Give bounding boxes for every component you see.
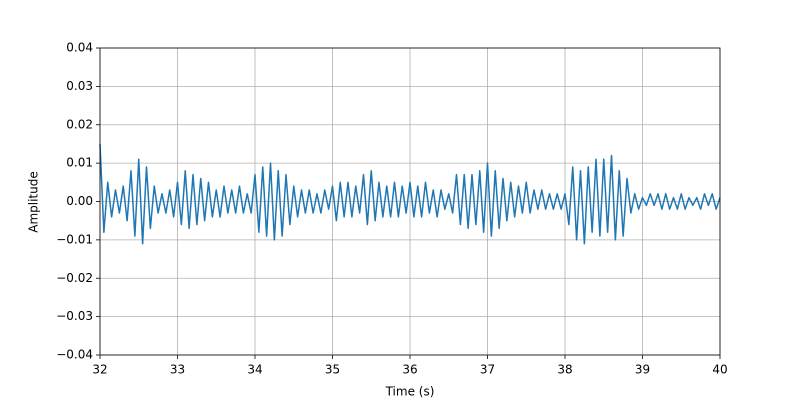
plot-frame [99,47,721,356]
y-tick-label: −0.02 [56,271,93,285]
y-axis-label: Amplitude [27,171,41,233]
y-tick-label: 0.04 [66,41,93,55]
x-tick-label: 40 [712,363,727,377]
x-axis-label: Time (s) [385,385,435,399]
x-tick-label: 38 [557,363,572,377]
x-tick-label: 32 [92,363,107,377]
x-tick-label: 36 [402,363,417,377]
y-tick-label: 0.00 [66,194,93,208]
x-tick-label: 35 [325,363,340,377]
y-tick-label: 0.02 [66,117,93,131]
y-tick-label: 0.01 [66,156,93,170]
x-tick-label: 37 [480,363,495,377]
y-tick-label: 0.03 [66,79,93,93]
waveform-line [99,143,721,245]
x-tick-label: 39 [635,363,650,377]
x-tick-label: 33 [170,363,185,377]
y-tick-label: −0.01 [56,232,93,246]
y-tick-label: −0.03 [56,309,93,323]
x-tick-label: 34 [247,363,262,377]
y-tick-label: −0.04 [56,348,93,362]
